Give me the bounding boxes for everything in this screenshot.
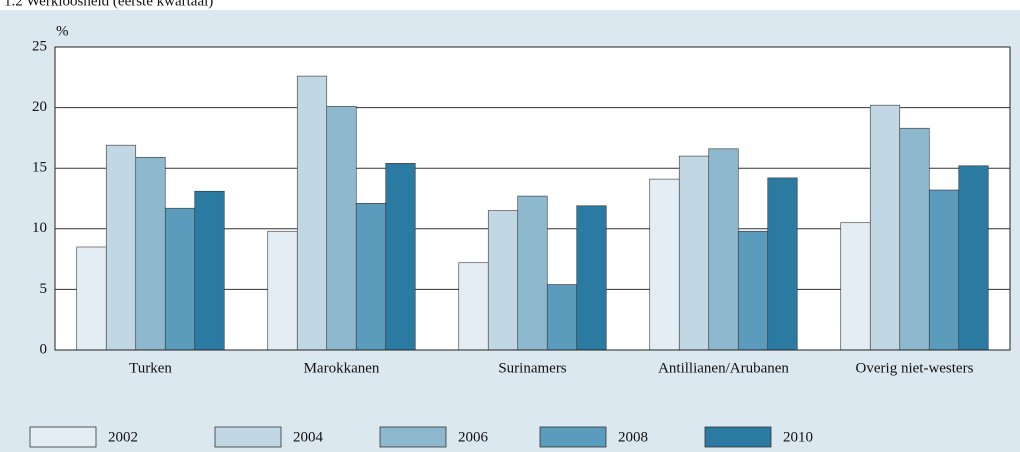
legend-swatch: [539, 426, 607, 448]
legend-swatch: [29, 426, 97, 448]
legend-label: 2010: [783, 429, 813, 445]
bar: [546, 284, 578, 351]
bar: [296, 75, 328, 351]
bar: [326, 106, 357, 351]
y-tick-label: 25: [32, 38, 47, 54]
legend-label: 2004: [293, 429, 324, 445]
bar: [355, 203, 387, 351]
bar: [385, 163, 416, 351]
bar: [678, 155, 710, 351]
plot-border: [54, 46, 1011, 351]
bar: [928, 189, 960, 351]
bar: [164, 207, 196, 351]
y-tick-label: 15: [32, 160, 47, 176]
legend-swatch: [214, 426, 282, 448]
bar: [576, 205, 607, 351]
bar: [194, 190, 225, 351]
y-tick-label: 5: [40, 281, 48, 297]
x-tick-label: Turken: [129, 360, 172, 376]
y-tick-label: 20: [32, 99, 47, 115]
y-tick-label: 0: [40, 341, 48, 357]
legend-label: 2006: [458, 429, 489, 445]
y-unit: %: [56, 23, 69, 39]
bar: [105, 144, 137, 351]
legend-swatch: [379, 426, 447, 448]
bar: [869, 104, 901, 351]
x-tick-label: Marokkanen: [304, 360, 380, 376]
x-tick-label: Overig niet-westers: [856, 360, 974, 376]
bar: [458, 262, 489, 351]
bar: [487, 210, 519, 351]
bar: [267, 230, 298, 351]
bar: [767, 177, 798, 351]
bar: [135, 156, 166, 351]
bar: [76, 246, 107, 351]
bar: [708, 148, 739, 351]
legend-label: 2008: [618, 429, 648, 445]
y-tick-label: 10: [32, 220, 47, 236]
bar: [958, 165, 989, 351]
chart-title: 1.2 Werkloosheid (eerste kwartaal): [4, 0, 213, 9]
legend-label: 2002: [108, 429, 138, 445]
bar: [517, 195, 548, 351]
bar: [899, 127, 930, 351]
bar: [840, 222, 871, 351]
x-tick-label: Antillianen/Arubanen: [658, 360, 789, 376]
bar: [649, 178, 680, 351]
bar: [737, 230, 769, 351]
x-tick-label: Surinamers: [498, 360, 566, 376]
legend-swatch: [704, 426, 772, 448]
